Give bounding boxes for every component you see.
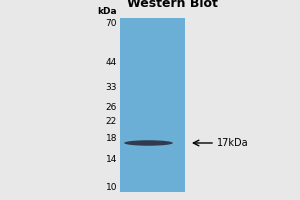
Text: 18: 18 xyxy=(106,134,117,143)
Text: 26: 26 xyxy=(106,103,117,112)
Text: 33: 33 xyxy=(106,83,117,92)
Text: 17kDa: 17kDa xyxy=(217,138,249,148)
Text: Western Blot: Western Blot xyxy=(127,0,218,10)
Text: 70: 70 xyxy=(106,19,117,28)
Text: 10: 10 xyxy=(106,183,117,192)
Ellipse shape xyxy=(124,140,173,146)
Text: kDa: kDa xyxy=(98,7,117,16)
Text: 14: 14 xyxy=(106,155,117,164)
Text: 44: 44 xyxy=(106,58,117,67)
Bar xyxy=(120,18,185,192)
Text: 22: 22 xyxy=(106,117,117,126)
